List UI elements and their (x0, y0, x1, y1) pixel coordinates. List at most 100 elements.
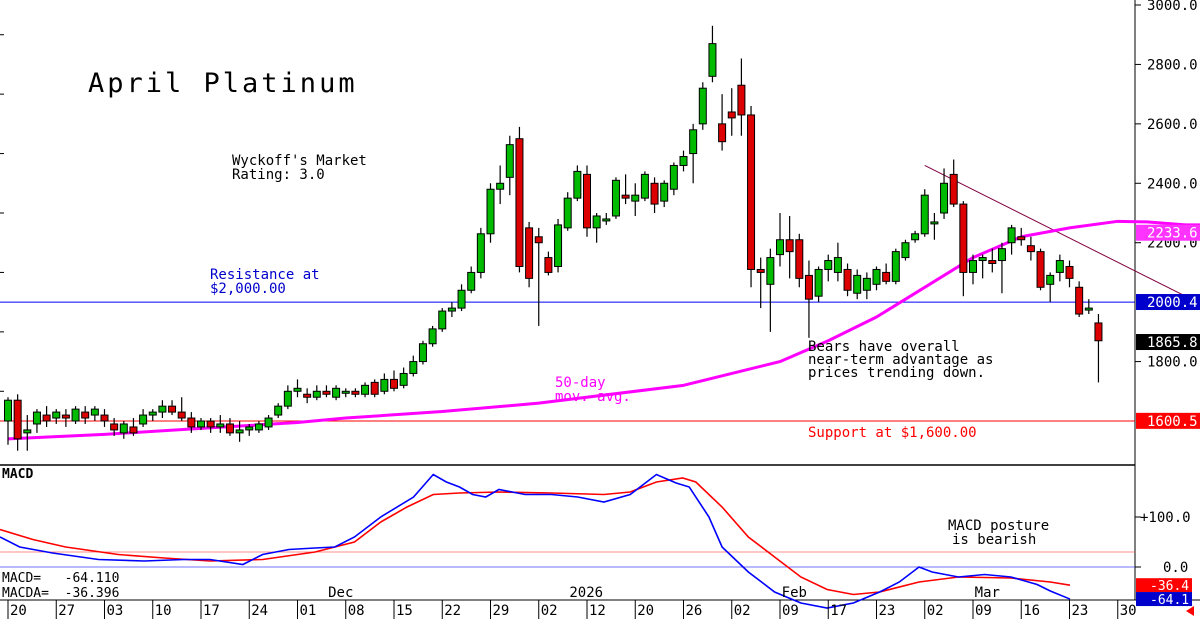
candle-body (119, 423, 128, 434)
candle (139, 409, 148, 427)
candle-body (438, 310, 447, 330)
candle (631, 183, 640, 216)
macda-readout: MACDA= -36.396 (2, 586, 119, 601)
candle (303, 388, 312, 404)
candle (293, 379, 302, 398)
candle (901, 239, 910, 261)
candle (312, 385, 321, 401)
candle (428, 325, 437, 347)
candle-body (177, 411, 186, 419)
candle (23, 415, 32, 451)
candle (708, 25, 717, 83)
price-tick-label: 2600.0 (1147, 117, 1198, 133)
candle (486, 183, 495, 243)
candle (583, 165, 591, 237)
candle-body (293, 387, 302, 392)
candle-body (959, 203, 968, 273)
candle (110, 418, 119, 436)
candle-body (631, 194, 640, 202)
candle-body (245, 426, 254, 431)
candle-body (23, 429, 32, 434)
price-tag-box (1136, 224, 1200, 241)
candle-body (283, 390, 292, 407)
candle-body (322, 390, 331, 395)
candle (640, 171, 649, 202)
candle-body (13, 399, 22, 440)
candle-body (1094, 322, 1103, 342)
candle-body (1036, 251, 1045, 288)
candle (148, 409, 157, 421)
candle (90, 406, 99, 421)
candle (1036, 248, 1045, 291)
candle (42, 406, 51, 427)
candle (206, 418, 215, 433)
candle-body (554, 224, 563, 267)
macd-label: MACD (2, 467, 33, 482)
candle (332, 385, 341, 401)
candle (689, 123, 698, 184)
candle-body (592, 215, 601, 229)
candle (496, 165, 505, 205)
price-tag-box (1136, 412, 1200, 429)
candle (756, 257, 765, 309)
candle-body (940, 182, 949, 214)
candle (669, 162, 678, 196)
candle (824, 254, 833, 282)
day-label: 10 (155, 603, 172, 619)
macd-signal-line (0, 477, 1071, 596)
candle (32, 409, 41, 433)
candle-body (776, 239, 784, 256)
macd-note-2: is bearish (952, 532, 1036, 548)
candle-body (110, 423, 119, 431)
candle (245, 423, 254, 436)
candle-body (428, 328, 437, 345)
day-label: 26 (686, 603, 703, 619)
candle-body (795, 239, 804, 279)
price-tick-label: 3000.0 (1147, 0, 1198, 14)
candle (264, 415, 273, 430)
candle-body (42, 414, 51, 422)
candle-body (1084, 307, 1093, 311)
macd-tag-box (1136, 578, 1192, 593)
candle (1065, 260, 1074, 288)
candle-body (930, 221, 939, 225)
price-tag: 1865.8 (1136, 334, 1200, 351)
day-label: 20 (637, 603, 654, 619)
month-label: 2026 (569, 585, 603, 601)
candle-body (370, 381, 379, 395)
candle (795, 233, 804, 288)
candle (978, 254, 987, 279)
candle-body (1007, 227, 1016, 244)
candle (997, 242, 1006, 294)
candle (969, 254, 977, 285)
candle (718, 94, 727, 151)
candle (1017, 227, 1026, 246)
scroll-arrow-icon[interactable] (1186, 606, 1194, 616)
candle (853, 269, 862, 300)
ma-label-2: mov. avg. (555, 389, 631, 405)
candle (254, 421, 263, 433)
candle (71, 406, 80, 424)
candle (949, 159, 958, 208)
candle-body (61, 414, 70, 419)
candle-body (640, 173, 649, 199)
ma-label-1: 50-day (555, 375, 606, 391)
candle (544, 251, 553, 276)
candle-body (90, 408, 99, 416)
candle-body (988, 260, 997, 265)
candle-body (380, 378, 389, 392)
price-panel (0, 0, 1135, 465)
candle-body (756, 268, 765, 273)
candle-body (891, 251, 900, 282)
candle-body (139, 414, 148, 425)
candle-body (515, 138, 524, 267)
candle (225, 418, 234, 436)
candle-body (920, 194, 929, 235)
candle-body (727, 111, 736, 119)
candle (525, 221, 534, 288)
candle (988, 248, 997, 273)
candle-body (447, 307, 456, 312)
price-tag: 2000.4 (1136, 294, 1200, 311)
macd-tick-label: 0.0 (1163, 560, 1188, 576)
day-label: 23 (1072, 603, 1089, 619)
